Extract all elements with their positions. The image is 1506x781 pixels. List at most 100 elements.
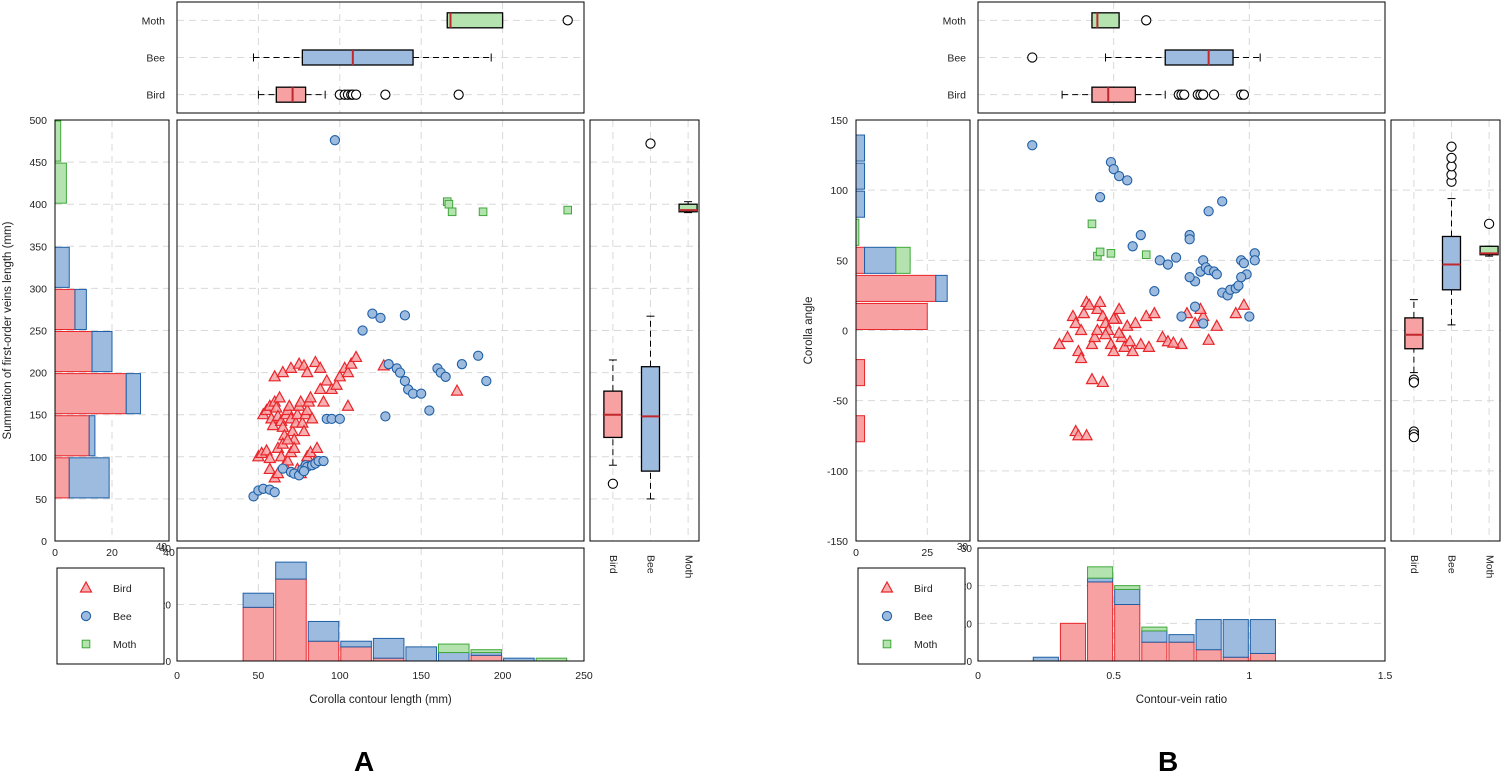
hist-bar-bird — [1059, 622, 1087, 662]
point-bird — [294, 394, 308, 407]
point-bird — [1155, 330, 1170, 343]
point-bee — [481, 375, 492, 387]
point-bee — [1238, 257, 1250, 269]
point-bird — [313, 361, 327, 373]
point-bird — [1082, 297, 1096, 310]
legend-marker-bird — [880, 580, 894, 593]
hist-bar-bee — [864, 246, 897, 274]
box-outlier-bee — [645, 138, 656, 149]
point-bird — [1069, 316, 1083, 329]
point-bee — [1198, 318, 1209, 329]
point-bird — [1080, 428, 1094, 441]
bottom-histogram-a: 0 20 40 — [160, 544, 585, 668]
point-bee — [357, 325, 368, 336]
hist-bar-bee — [855, 134, 866, 162]
hist-bar-bee — [74, 288, 87, 330]
point-bird — [1202, 333, 1216, 345]
point-bee — [1149, 286, 1160, 297]
hist-bar-bird — [855, 274, 937, 302]
tick-label: 150 — [29, 410, 47, 422]
box-outlier-bee — [1446, 169, 1457, 180]
point-bee — [1094, 192, 1106, 203]
point-bird — [1099, 327, 1113, 340]
category-label-bird: Bird — [947, 90, 966, 102]
box-outlier-bird — [1208, 89, 1220, 100]
hist-bar-moth — [470, 649, 503, 654]
category-label-bird: Bird — [607, 555, 619, 574]
hist-bar-bee — [1141, 630, 1168, 643]
legend-label-bee: Bee — [113, 611, 132, 623]
point-bee — [1176, 311, 1187, 322]
hist-bar-bee — [1087, 577, 1114, 583]
left-histogram-b: 0 25 30 — [853, 119, 971, 559]
point-bee — [383, 359, 394, 370]
hist-bar-bird — [470, 654, 503, 662]
y-axis-label: Corolla angle — [803, 297, 815, 365]
point-moth — [478, 207, 488, 217]
hist-bar-bird — [855, 415, 866, 443]
point-bird — [308, 355, 322, 368]
hist-bar-bird — [855, 302, 928, 330]
point-bird — [273, 390, 287, 403]
point-bee — [399, 310, 411, 321]
box-bee — [301, 49, 414, 66]
hist-bar-bee — [125, 373, 141, 415]
hist-bar-bee — [437, 652, 470, 662]
point-moth — [1095, 247, 1105, 257]
point-bird — [313, 382, 327, 395]
box-moth — [1479, 245, 1499, 256]
tick-label: -150 — [827, 536, 848, 548]
box-bird — [1091, 86, 1137, 103]
point-bird — [295, 415, 309, 428]
box-bird — [1404, 317, 1424, 350]
box-bee — [640, 366, 661, 472]
point-bird — [274, 449, 288, 462]
legend-label-bird: Bird — [914, 583, 933, 595]
point-bird — [349, 350, 363, 363]
tick-label: 1 — [1246, 670, 1252, 682]
legend-marker-bee — [881, 610, 893, 622]
tick-label: 100 — [29, 452, 47, 464]
tick-label: 200 — [29, 368, 47, 380]
hist-bar-bee — [68, 457, 110, 499]
category-label-moth: Moth — [1483, 555, 1495, 579]
box-moth — [678, 203, 698, 213]
point-bird — [341, 399, 355, 411]
point-bird — [276, 420, 290, 432]
point-bird — [1107, 312, 1121, 324]
hist-bar-bee — [1222, 619, 1249, 658]
point-bird — [1096, 375, 1110, 388]
point-bird — [341, 365, 355, 378]
box-outlier-moth — [1483, 218, 1495, 229]
scatter-plot-a — [176, 119, 585, 542]
legend-label-moth: Moth — [914, 639, 938, 651]
tick-label: 300 — [29, 283, 47, 295]
hist-bar-moth — [1141, 626, 1168, 632]
point-bird — [1166, 335, 1180, 348]
point-bee — [375, 312, 386, 324]
point-bee — [1127, 241, 1138, 252]
tick-label: 100 — [331, 670, 349, 682]
point-bee — [1217, 196, 1228, 207]
point-bird — [281, 453, 295, 466]
point-bee — [329, 135, 341, 146]
tick-label: 25 — [921, 547, 933, 559]
hist-bar-bee — [88, 415, 96, 457]
box-outlier-bird — [350, 89, 362, 100]
bottom-hist-frame — [176, 547, 585, 662]
tick-label: -50 — [833, 396, 848, 408]
tick-label: 250 — [575, 670, 593, 682]
panel-b: Moth Bee Bird Bird Bee Moth 0 10 20 30 0 0.5 1 1.5 Con… — [803, 1, 1501, 706]
point-bee — [440, 371, 451, 382]
hist-bar-bird — [1087, 581, 1114, 662]
box-outlier-bee — [1446, 141, 1457, 152]
tick-label: 40 — [163, 547, 175, 559]
legend-marker-bee — [80, 610, 92, 622]
hist-bar-bee — [935, 274, 948, 302]
box-bee — [1164, 49, 1234, 66]
hist-bar-bee — [242, 592, 275, 608]
point-bird — [330, 377, 344, 390]
point-bird — [282, 399, 296, 411]
tick-label: 20 — [961, 582, 973, 593]
